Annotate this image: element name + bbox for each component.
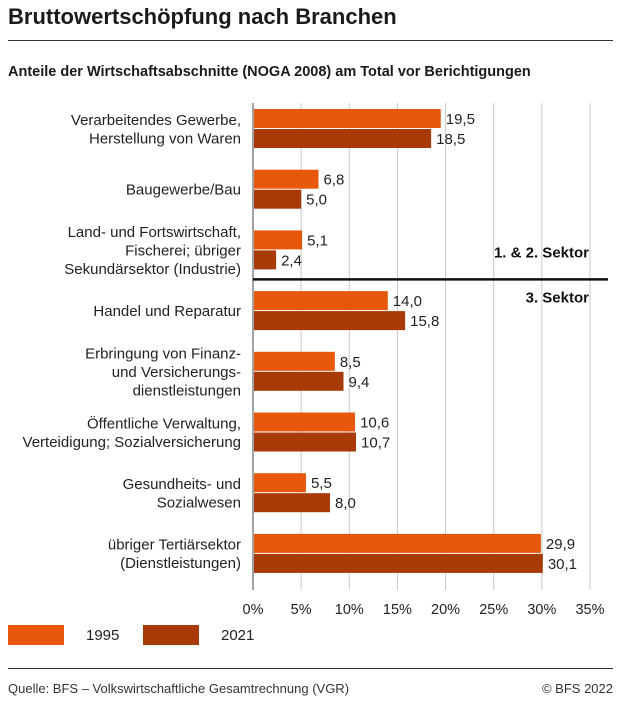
x-tick-label: 20%: [431, 602, 460, 618]
bar-1995: [254, 169, 319, 189]
legend-item-2021: 2021: [143, 624, 254, 646]
bar-2021: [254, 189, 302, 209]
data-label-2021: 18,5: [436, 131, 465, 148]
bar-2021: [254, 371, 344, 391]
bar-1995: [254, 109, 441, 128]
category-label: Erbringung von Finanz-und Versicherungs-…: [85, 345, 241, 399]
data-label-1995: 14,0: [393, 293, 422, 310]
category-label-line: Handel und Reparatur: [93, 303, 241, 320]
bar-2021: [254, 250, 277, 270]
chart-legend: 1995 2021: [8, 624, 428, 650]
category-label-line: Öffentliche Verwaltung,: [87, 414, 241, 432]
sector-label-primary-secondary: 1. & 2. Sektor: [494, 244, 589, 261]
category-label: Öffentliche Verwaltung, Verteidigung; Soz…: [23, 414, 241, 451]
x-tick-label: 25%: [479, 602, 508, 618]
category-label: Baugewerbe/Bau: [126, 182, 241, 199]
bar-1995: [254, 351, 335, 371]
data-label-2021: 9,4: [349, 374, 370, 391]
category-label-line: übriger Tertiärsektor: [108, 537, 241, 554]
bar-1995: [254, 291, 388, 311]
data-label-2021: 30,1: [548, 556, 577, 573]
bar-2021: [254, 432, 357, 452]
category-label-line: Gesundheits- und: [123, 476, 241, 493]
category-label-line: dienstleistungen: [133, 382, 241, 399]
x-tick-label: 5%: [291, 602, 312, 618]
x-tick-label: 15%: [383, 602, 412, 618]
sector-label-tertiary: 3. Sektor: [526, 289, 590, 306]
x-tick-label: 0%: [243, 602, 264, 618]
category-label: Handel und Reparatur: [93, 303, 241, 320]
category-label-line: Verteidigung; Sozialversicherung: [23, 434, 241, 451]
bar-chart: 0% 5% 10% 15% 20% 25% 30% 35% 19,5 18,5 Verarbeite…: [23, 103, 608, 618]
title-divider: [8, 40, 613, 41]
x-tick-label: 10%: [335, 602, 364, 618]
copyright-note: © BFS 2022: [541, 681, 613, 696]
data-label-1995: 10,6: [360, 415, 389, 432]
bar-1995: [254, 412, 356, 432]
data-label-2021: 2,4: [281, 252, 302, 269]
legend-label-2021: 2021: [221, 626, 255, 644]
category-label-line: und Versicherungs-: [112, 364, 241, 381]
category-label-line: Sozialwesen: [157, 494, 241, 511]
bar-1995: [254, 473, 306, 493]
category-label: Verarbeitendes Gewerbe, Herstellung von W…: [71, 112, 241, 148]
category-label: übriger Tertiärsektor (Dienstleistungen): [108, 537, 241, 573]
data-label-1995: 8,5: [340, 354, 361, 371]
data-label-2021: 15,8: [410, 313, 439, 330]
chart-subtitle: Anteile der Wirtschaftsabschnitte (NOGA …: [8, 64, 531, 80]
bar-1995: [254, 533, 541, 553]
data-label-1995: 29,9: [546, 536, 575, 553]
data-label-1995: 19,5: [446, 111, 475, 128]
category-label-line: Sekundärsektor (Industrie): [64, 261, 241, 278]
category-label-line: (Dienstleistungen): [120, 555, 241, 572]
legend-swatch-1995: [8, 625, 64, 645]
data-label-2021: 8,0: [335, 495, 356, 512]
source-note: Quelle: BFS – Volkswirtschaftliche Gesam…: [8, 681, 350, 696]
data-label-1995: 5,1: [307, 232, 328, 249]
category-label-line: Baugewerbe/Bau: [126, 182, 241, 199]
category-label-line: Land- und Fortswirtschaft,: [68, 224, 241, 241]
data-label-1995: 5,5: [311, 475, 332, 492]
category-label: Land- und Fortswirtschaft, Fischerei; übr…: [64, 224, 241, 278]
bar-2021: [254, 311, 406, 331]
category-label-line: Herstellung von Waren: [89, 130, 241, 147]
data-label-2021: 5,0: [306, 192, 327, 209]
bar-2021: [254, 493, 331, 513]
bar-2021: [254, 553, 543, 573]
data-label-1995: 6,8: [323, 172, 344, 189]
data-label-2021: 10,7: [361, 435, 390, 452]
bar-2021: [254, 129, 432, 148]
page-title: Bruttowertschöpfung nach Branchen: [8, 4, 397, 29]
legend-swatch-2021: [143, 625, 199, 645]
x-tick-label: 35%: [575, 602, 604, 618]
bar-1995: [254, 230, 303, 250]
category-label-line: Erbringung von Finanz-: [85, 345, 241, 362]
category-label: Gesundheits- und Sozialwesen: [123, 476, 241, 512]
legend-item-1995: 1995: [8, 624, 119, 646]
legend-label-1995: 1995: [86, 626, 120, 644]
category-label-line: Fischerei; übriger: [125, 242, 241, 259]
x-tick-label: 30%: [527, 602, 556, 618]
footer-divider: [8, 668, 613, 669]
category-label-line: Verarbeitendes Gewerbe,: [71, 112, 241, 129]
